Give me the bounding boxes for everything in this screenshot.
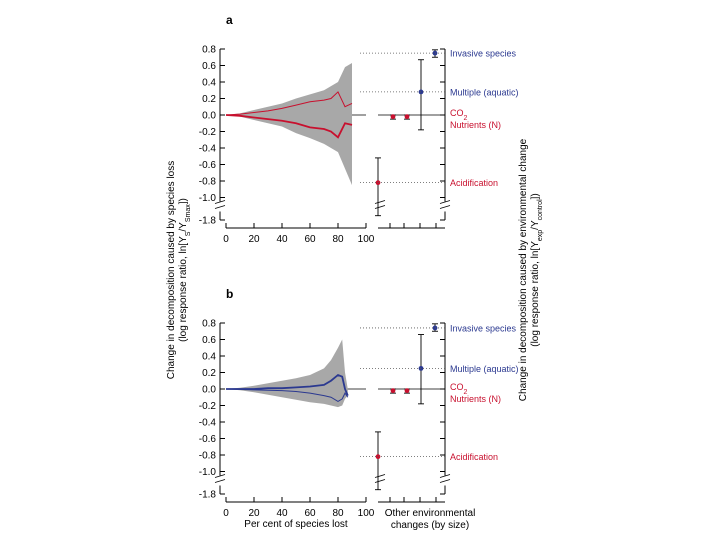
env-label: Invasive species <box>450 49 517 59</box>
panel-b: b 0.8 0.6 0.4 0.2 0.0 -0.2 -0.4 -0.6 -0.8 -1.0 -1.8… <box>199 287 519 519</box>
y-tick-label: -1.8 <box>199 490 217 501</box>
y-axis-right-break <box>439 200 451 209</box>
left-axis-title-line2: (log response ratio, ln[YS/YSmax]) <box>178 198 192 342</box>
env-axis-title-line2: changes (by size) <box>391 520 469 531</box>
secondary-line <box>225 388 349 402</box>
y-axis-break <box>214 200 226 209</box>
y-tick-label: 0.4 <box>202 352 216 363</box>
y-tick-label: -1.0 <box>199 467 217 478</box>
env-label: Acidification <box>450 452 498 462</box>
env-point <box>390 388 396 394</box>
env-point <box>404 388 410 394</box>
env-point <box>390 114 396 120</box>
env-label: Acidification <box>450 178 498 188</box>
x-tick-label: 20 <box>248 508 260 519</box>
env-label: CO2 <box>450 382 468 396</box>
x-tick-label: 60 <box>304 508 316 519</box>
env-axis-title-line1: Other environmental <box>385 508 476 519</box>
y-tick-label: 0.0 <box>202 385 216 396</box>
mean-line <box>226 373 349 396</box>
left-axis-title-line1: Change in decomposition caused by specie… <box>166 161 177 379</box>
y-tick-label: 0.8 <box>202 45 216 56</box>
y-tick-label: 0.2 <box>202 368 216 379</box>
y-axis-break <box>214 474 226 483</box>
y-tick-label: -0.4 <box>199 418 217 429</box>
x-tick-label: 80 <box>332 508 344 519</box>
x-tick-label: 40 <box>276 508 288 519</box>
y-tick-label: -0.6 <box>199 160 217 171</box>
y-tick-label: -1.0 <box>199 193 217 204</box>
panel-letter: a <box>226 13 233 27</box>
y-tick-label: 0.0 <box>202 111 216 122</box>
y-tick-label: -0.2 <box>199 127 217 138</box>
panel-a: a 0.8 0.6 0.4 0.2 0.0 -0.2 -0.4 -0.6 -0.8 -1.0 -1.8… <box>199 13 519 245</box>
env-label: Nutrients (N) <box>450 120 501 130</box>
env-break <box>374 200 386 209</box>
env-label: Invasive species <box>450 323 517 333</box>
confidence-band <box>226 63 352 186</box>
env-break <box>374 474 386 483</box>
y-tick-label: -0.4 <box>199 144 217 155</box>
x-tick-label: 0 <box>223 508 229 519</box>
y-tick-label: 0.6 <box>202 335 216 346</box>
y-tick-label: 0.6 <box>202 61 216 72</box>
x-tick-label: 0 <box>223 234 229 245</box>
y-tick-label: -1.8 <box>199 216 217 227</box>
x-tick-label: 100 <box>358 234 375 245</box>
y-tick-label: -0.8 <box>199 177 217 188</box>
panel-letter: b <box>226 287 233 301</box>
env-label: Nutrients (N) <box>450 394 501 404</box>
y-tick-label: 0.4 <box>202 78 216 89</box>
x-axis-title: Per cent of species lost <box>244 519 348 530</box>
x-tick-label: 100 <box>358 508 375 519</box>
y-tick-label: -0.6 <box>199 434 217 445</box>
secondary-line <box>225 91 353 116</box>
env-label: Multiple (aquatic) <box>450 87 519 97</box>
y-tick-label: -0.2 <box>199 401 217 412</box>
y-tick-label: 0.2 <box>202 94 216 105</box>
mean-line <box>225 114 353 139</box>
y-tick-label: 0.8 <box>202 319 216 330</box>
env-label: Multiple (aquatic) <box>450 364 519 374</box>
x-tick-label: 60 <box>304 234 316 245</box>
y-tick-label: -0.8 <box>199 451 217 462</box>
y-axis-right-break <box>439 474 451 483</box>
x-tick-label: 80 <box>332 234 344 245</box>
right-axis-title-line1: Change in decomposition caused by enviro… <box>518 138 529 401</box>
x-tick-label: 40 <box>276 234 288 245</box>
right-axis-title-line2: (log response ratio, ln[Yexp/Ycontrol]) <box>530 193 544 347</box>
env-label: CO2 <box>450 108 468 122</box>
env-point <box>404 114 410 120</box>
x-tick-label: 20 <box>248 234 260 245</box>
